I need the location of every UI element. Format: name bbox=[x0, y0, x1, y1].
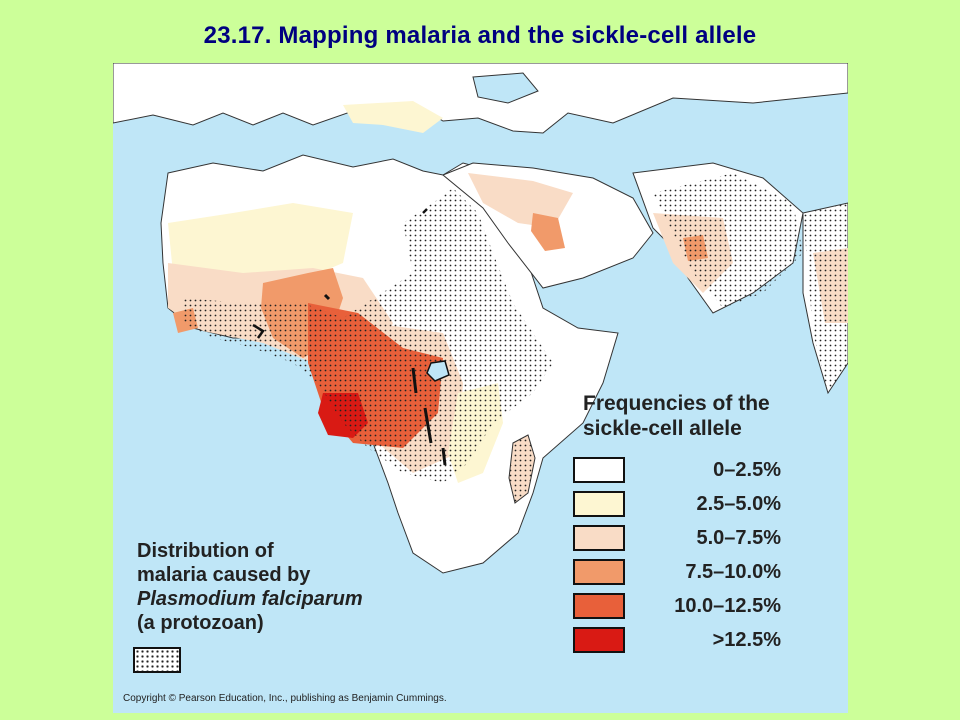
legend-label: 10.0–12.5% bbox=[674, 595, 781, 617]
zone-2-5-north bbox=[168, 203, 353, 288]
legend-title-line2: sickle-cell allele bbox=[583, 417, 742, 440]
malaria-distribution-madagascar bbox=[509, 435, 535, 503]
legend-swatch bbox=[573, 627, 625, 653]
legend-label: 5.0–7.5% bbox=[696, 527, 781, 549]
lake-chad-mark bbox=[323, 293, 331, 301]
rift-lakes bbox=[411, 367, 447, 466]
legend-item-2-5-5-0: 2.5–5.0% bbox=[573, 491, 833, 521]
nile-mark bbox=[422, 208, 428, 214]
legend-item-above-12-5: >12.5% bbox=[573, 627, 833, 657]
legend-swatch bbox=[573, 559, 625, 585]
legend-label: 7.5–10.0% bbox=[685, 561, 781, 583]
map-illustration bbox=[113, 63, 848, 574]
europe-yellow-zone bbox=[343, 101, 443, 133]
black-sea bbox=[472, 72, 539, 104]
zone-5-7-arabia bbox=[468, 173, 573, 228]
zone-7-10-arabia bbox=[531, 213, 565, 251]
page-title: 23.17. Mapping malaria and the sickle-ce… bbox=[203, 22, 757, 49]
niger-delta-mark bbox=[252, 323, 265, 339]
map-panel: Frequencies of the sickle-cell allele 0–… bbox=[113, 63, 848, 713]
legend-title-line1: Frequencies of the bbox=[583, 392, 770, 415]
legend-item-7-5-10-0: 7.5–10.0% bbox=[573, 559, 833, 589]
legend-label: >12.5% bbox=[712, 629, 781, 651]
copyright-notice: Copyright © Pearson Education, Inc., pub… bbox=[123, 693, 447, 704]
legend-swatch bbox=[573, 593, 625, 619]
legend-label: 0–2.5% bbox=[713, 459, 781, 481]
malaria-distribution-southeast bbox=[803, 203, 848, 393]
distribution-line1: Distribution of bbox=[137, 540, 274, 562]
malaria-dot-swatch bbox=[133, 647, 181, 673]
distribution-line2: malaria caused by bbox=[137, 564, 311, 586]
malaria-distribution-india bbox=[653, 173, 803, 308]
malaria-distribution-africa bbox=[183, 188, 553, 483]
legend-title: Frequencies of the sickle-cell allele bbox=[583, 391, 770, 441]
distribution-line4: (a protozoan) bbox=[137, 612, 264, 634]
distribution-line3: Plasmodium falciparum bbox=[137, 588, 363, 610]
legend-swatch bbox=[573, 525, 625, 551]
lake-victoria bbox=[426, 360, 450, 382]
legend-item-10-0-12-5: 10.0–12.5% bbox=[573, 593, 833, 623]
legend-swatch bbox=[573, 491, 625, 517]
legend-item-5-0-7-5: 5.0–7.5% bbox=[573, 525, 833, 555]
malaria-distribution-label: Distribution of malaria caused by Plasmo… bbox=[137, 539, 363, 635]
legend-swatch bbox=[573, 457, 625, 483]
legend-label: 2.5–5.0% bbox=[696, 493, 781, 515]
legend-item-0-2-5: 0–2.5% bbox=[573, 457, 833, 487]
